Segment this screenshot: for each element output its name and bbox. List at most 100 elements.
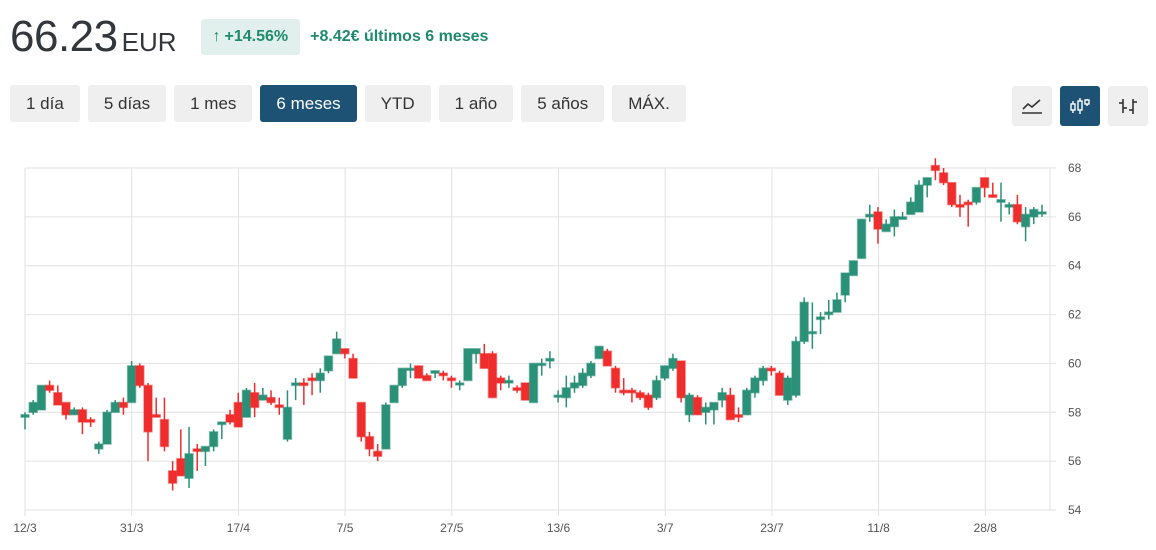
candle[interactable] bbox=[94, 441, 104, 454]
candle[interactable] bbox=[791, 336, 801, 398]
candle[interactable] bbox=[840, 272, 850, 303]
candle[interactable] bbox=[906, 197, 916, 216]
candle[interactable] bbox=[28, 400, 38, 415]
candle[interactable] bbox=[774, 370, 785, 396]
candle[interactable] bbox=[331, 331, 342, 355]
candle[interactable] bbox=[504, 375, 514, 388]
range-max-button[interactable]: MÁX. bbox=[612, 85, 686, 122]
candle[interactable] bbox=[1004, 202, 1014, 215]
candle[interactable] bbox=[1029, 207, 1039, 225]
candle[interactable] bbox=[586, 360, 596, 379]
candle[interactable] bbox=[545, 351, 555, 369]
candle[interactable] bbox=[635, 390, 645, 401]
candle[interactable] bbox=[897, 211, 908, 221]
candle[interactable] bbox=[479, 343, 490, 370]
chart-canvas[interactable]: 54 56 58 60 62 64 66 68 12/3 31/3 17/4 7/5 27/5 13/6 3… bbox=[0, 150, 1156, 545]
candle[interactable] bbox=[815, 312, 826, 335]
candle[interactable] bbox=[947, 181, 957, 208]
candle[interactable] bbox=[77, 407, 88, 435]
candle[interactable] bbox=[340, 348, 350, 359]
candle[interactable] bbox=[618, 378, 629, 396]
candle[interactable] bbox=[20, 412, 30, 430]
candle[interactable] bbox=[200, 445, 211, 467]
candle[interactable] bbox=[36, 384, 47, 411]
candle[interactable] bbox=[217, 421, 227, 440]
candle[interactable] bbox=[307, 373, 317, 396]
candle[interactable] bbox=[528, 362, 539, 404]
candle[interactable] bbox=[126, 360, 137, 404]
range-6-months-button[interactable]: 6 meses bbox=[260, 85, 357, 122]
candle[interactable] bbox=[430, 370, 440, 379]
candle[interactable] bbox=[627, 387, 637, 403]
candle[interactable] bbox=[700, 402, 711, 425]
candle[interactable] bbox=[495, 375, 506, 391]
candle[interactable] bbox=[659, 365, 670, 381]
candle[interactable] bbox=[692, 395, 703, 416]
candle[interactable] bbox=[741, 387, 752, 416]
candle[interactable] bbox=[684, 392, 695, 423]
candle[interactable] bbox=[413, 365, 424, 379]
candle[interactable] bbox=[856, 218, 867, 260]
candle[interactable] bbox=[750, 375, 760, 398]
candle[interactable] bbox=[282, 390, 293, 442]
candle[interactable] bbox=[471, 348, 481, 364]
candle[interactable] bbox=[315, 368, 326, 393]
candle[interactable] bbox=[69, 407, 79, 416]
candle[interactable] bbox=[1012, 194, 1023, 225]
candle[interactable] bbox=[364, 431, 375, 457]
candle[interactable] bbox=[463, 348, 473, 382]
candle[interactable] bbox=[184, 426, 194, 489]
candle[interactable] bbox=[889, 209, 900, 237]
candle[interactable] bbox=[971, 186, 982, 205]
candle[interactable] bbox=[536, 358, 547, 376]
candle[interactable] bbox=[651, 375, 662, 401]
candle[interactable] bbox=[824, 299, 834, 320]
candle[interactable] bbox=[176, 429, 186, 477]
candle[interactable] bbox=[446, 375, 457, 388]
candle[interactable] bbox=[323, 355, 334, 374]
candle[interactable] bbox=[594, 345, 604, 360]
candle[interactable] bbox=[602, 348, 613, 367]
candle[interactable] bbox=[290, 378, 301, 401]
candle[interactable] bbox=[372, 444, 383, 462]
candle[interactable] bbox=[151, 397, 161, 418]
line-chart-button[interactable] bbox=[1012, 86, 1052, 126]
candle[interactable] bbox=[832, 292, 842, 313]
candle[interactable] bbox=[553, 390, 563, 403]
candle[interactable] bbox=[44, 380, 55, 393]
candle[interactable] bbox=[512, 385, 522, 393]
candle[interactable] bbox=[397, 367, 408, 388]
candle[interactable] bbox=[930, 158, 941, 181]
candle[interactable] bbox=[487, 351, 498, 399]
candle[interactable] bbox=[676, 360, 686, 403]
candle[interactable] bbox=[569, 375, 580, 393]
candle[interactable] bbox=[299, 378, 309, 405]
candle[interactable] bbox=[758, 365, 768, 386]
ohlc-chart-button[interactable] bbox=[1108, 86, 1148, 126]
candle[interactable] bbox=[159, 397, 170, 452]
candle[interactable] bbox=[167, 461, 178, 491]
candle[interactable] bbox=[807, 302, 818, 349]
range-5-days-button[interactable]: 5 días bbox=[87, 85, 167, 122]
candle[interactable] bbox=[914, 180, 924, 213]
candlestick-chart-button[interactable] bbox=[1060, 86, 1100, 126]
candle[interactable] bbox=[938, 168, 949, 186]
candle[interactable] bbox=[405, 363, 416, 379]
candle[interactable] bbox=[102, 409, 112, 445]
candle[interactable] bbox=[725, 387, 736, 421]
candle[interactable] bbox=[873, 207, 883, 244]
candle[interactable] bbox=[233, 392, 243, 428]
candle[interactable] bbox=[241, 387, 252, 418]
candle[interactable] bbox=[848, 260, 859, 277]
candle[interactable] bbox=[733, 407, 744, 423]
candle[interactable] bbox=[996, 182, 1006, 222]
candle[interactable] bbox=[381, 402, 391, 450]
candle[interactable] bbox=[356, 401, 367, 442]
candle[interactable] bbox=[1037, 204, 1047, 217]
candle[interactable] bbox=[61, 401, 71, 420]
candle[interactable] bbox=[454, 380, 465, 391]
candle[interactable] bbox=[668, 353, 678, 371]
candle[interactable] bbox=[110, 400, 120, 414]
candle[interactable] bbox=[53, 385, 63, 406]
range-ytd-button[interactable]: YTD bbox=[364, 85, 431, 122]
